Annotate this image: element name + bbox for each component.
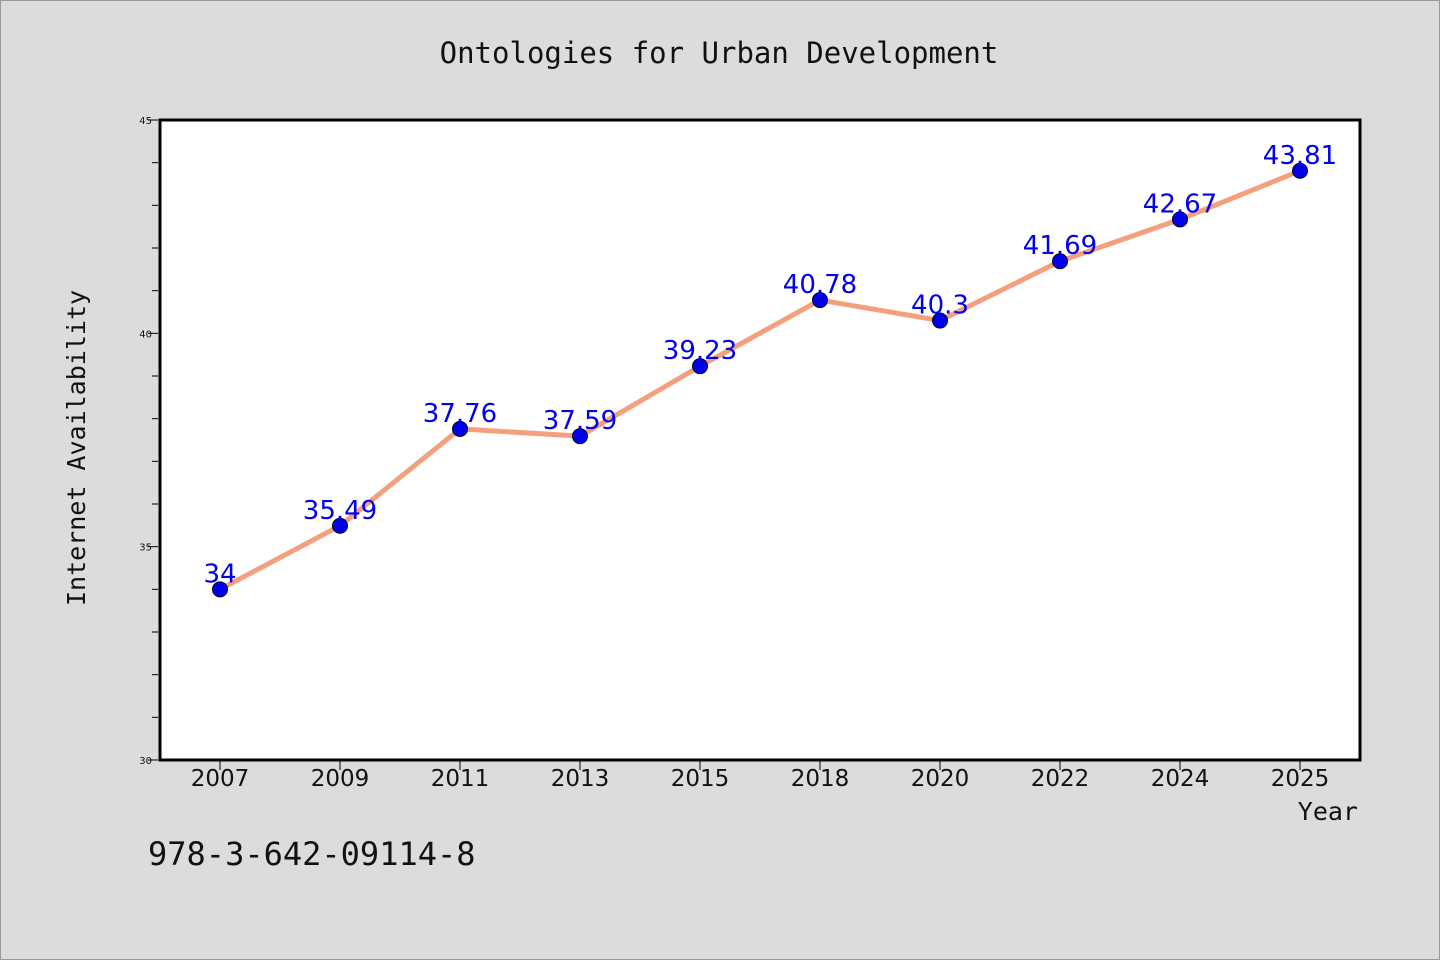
data-point — [452, 420, 468, 437]
y-axis-label: Internet Availability — [62, 290, 91, 606]
data-point — [1292, 162, 1308, 179]
x-tick-label: 2018 — [791, 766, 850, 792]
data-point — [1052, 253, 1068, 270]
data-point — [1172, 211, 1188, 228]
chart-title: Ontologies for Urban Development — [440, 36, 999, 70]
y-tick-label: 40 — [139, 329, 152, 340]
y-tick-label: 45 — [139, 116, 152, 127]
data-label: 39.23 — [663, 336, 737, 366]
data-point — [812, 292, 828, 309]
data-label: 37.76 — [423, 399, 497, 429]
data-label: 41.69 — [1023, 231, 1097, 261]
data-label: 40.3 — [911, 291, 969, 321]
x-tick-label: 2013 — [551, 766, 610, 792]
data-point — [692, 358, 708, 375]
series-group: 34 35.49 37.76 37.59 39.23 40.78 40.3 41.69 42.6… — [203, 141, 1337, 598]
x-tick-label: 2025 — [1271, 766, 1330, 792]
x-tick-label: 2009 — [311, 766, 370, 792]
y-tick-label: 35 — [139, 543, 152, 554]
isbn-text: 978-3-642-09114-8 — [148, 835, 476, 873]
x-axis-label: Year — [1298, 797, 1358, 826]
data-label: 43.81 — [1263, 141, 1337, 171]
y-tick-label: 30 — [139, 756, 152, 767]
data-label: 40.78 — [783, 270, 857, 300]
x-tick-label: 2022 — [1031, 766, 1090, 792]
data-label: 37.59 — [543, 406, 617, 436]
data-point — [932, 312, 948, 329]
data-point — [572, 428, 588, 445]
x-tick-label: 2015 — [671, 766, 730, 792]
x-tick-label: 2024 — [1151, 766, 1210, 792]
series-line — [217, 168, 1303, 592]
x-axis: 2007 2009 2011 2013 2015 2018 2020 2022 2024 2025 — [191, 761, 1330, 792]
data-label: 42.67 — [1143, 189, 1217, 219]
y-axis: 30 35 40 45 — [139, 116, 158, 767]
data-label: 34 — [203, 559, 236, 589]
x-tick-label: 2007 — [191, 766, 250, 792]
data-label: 35.49 — [303, 496, 377, 526]
x-tick-label: 2011 — [431, 766, 490, 792]
x-tick-label: 2020 — [911, 766, 970, 792]
data-point — [212, 581, 228, 598]
data-point — [332, 517, 348, 534]
